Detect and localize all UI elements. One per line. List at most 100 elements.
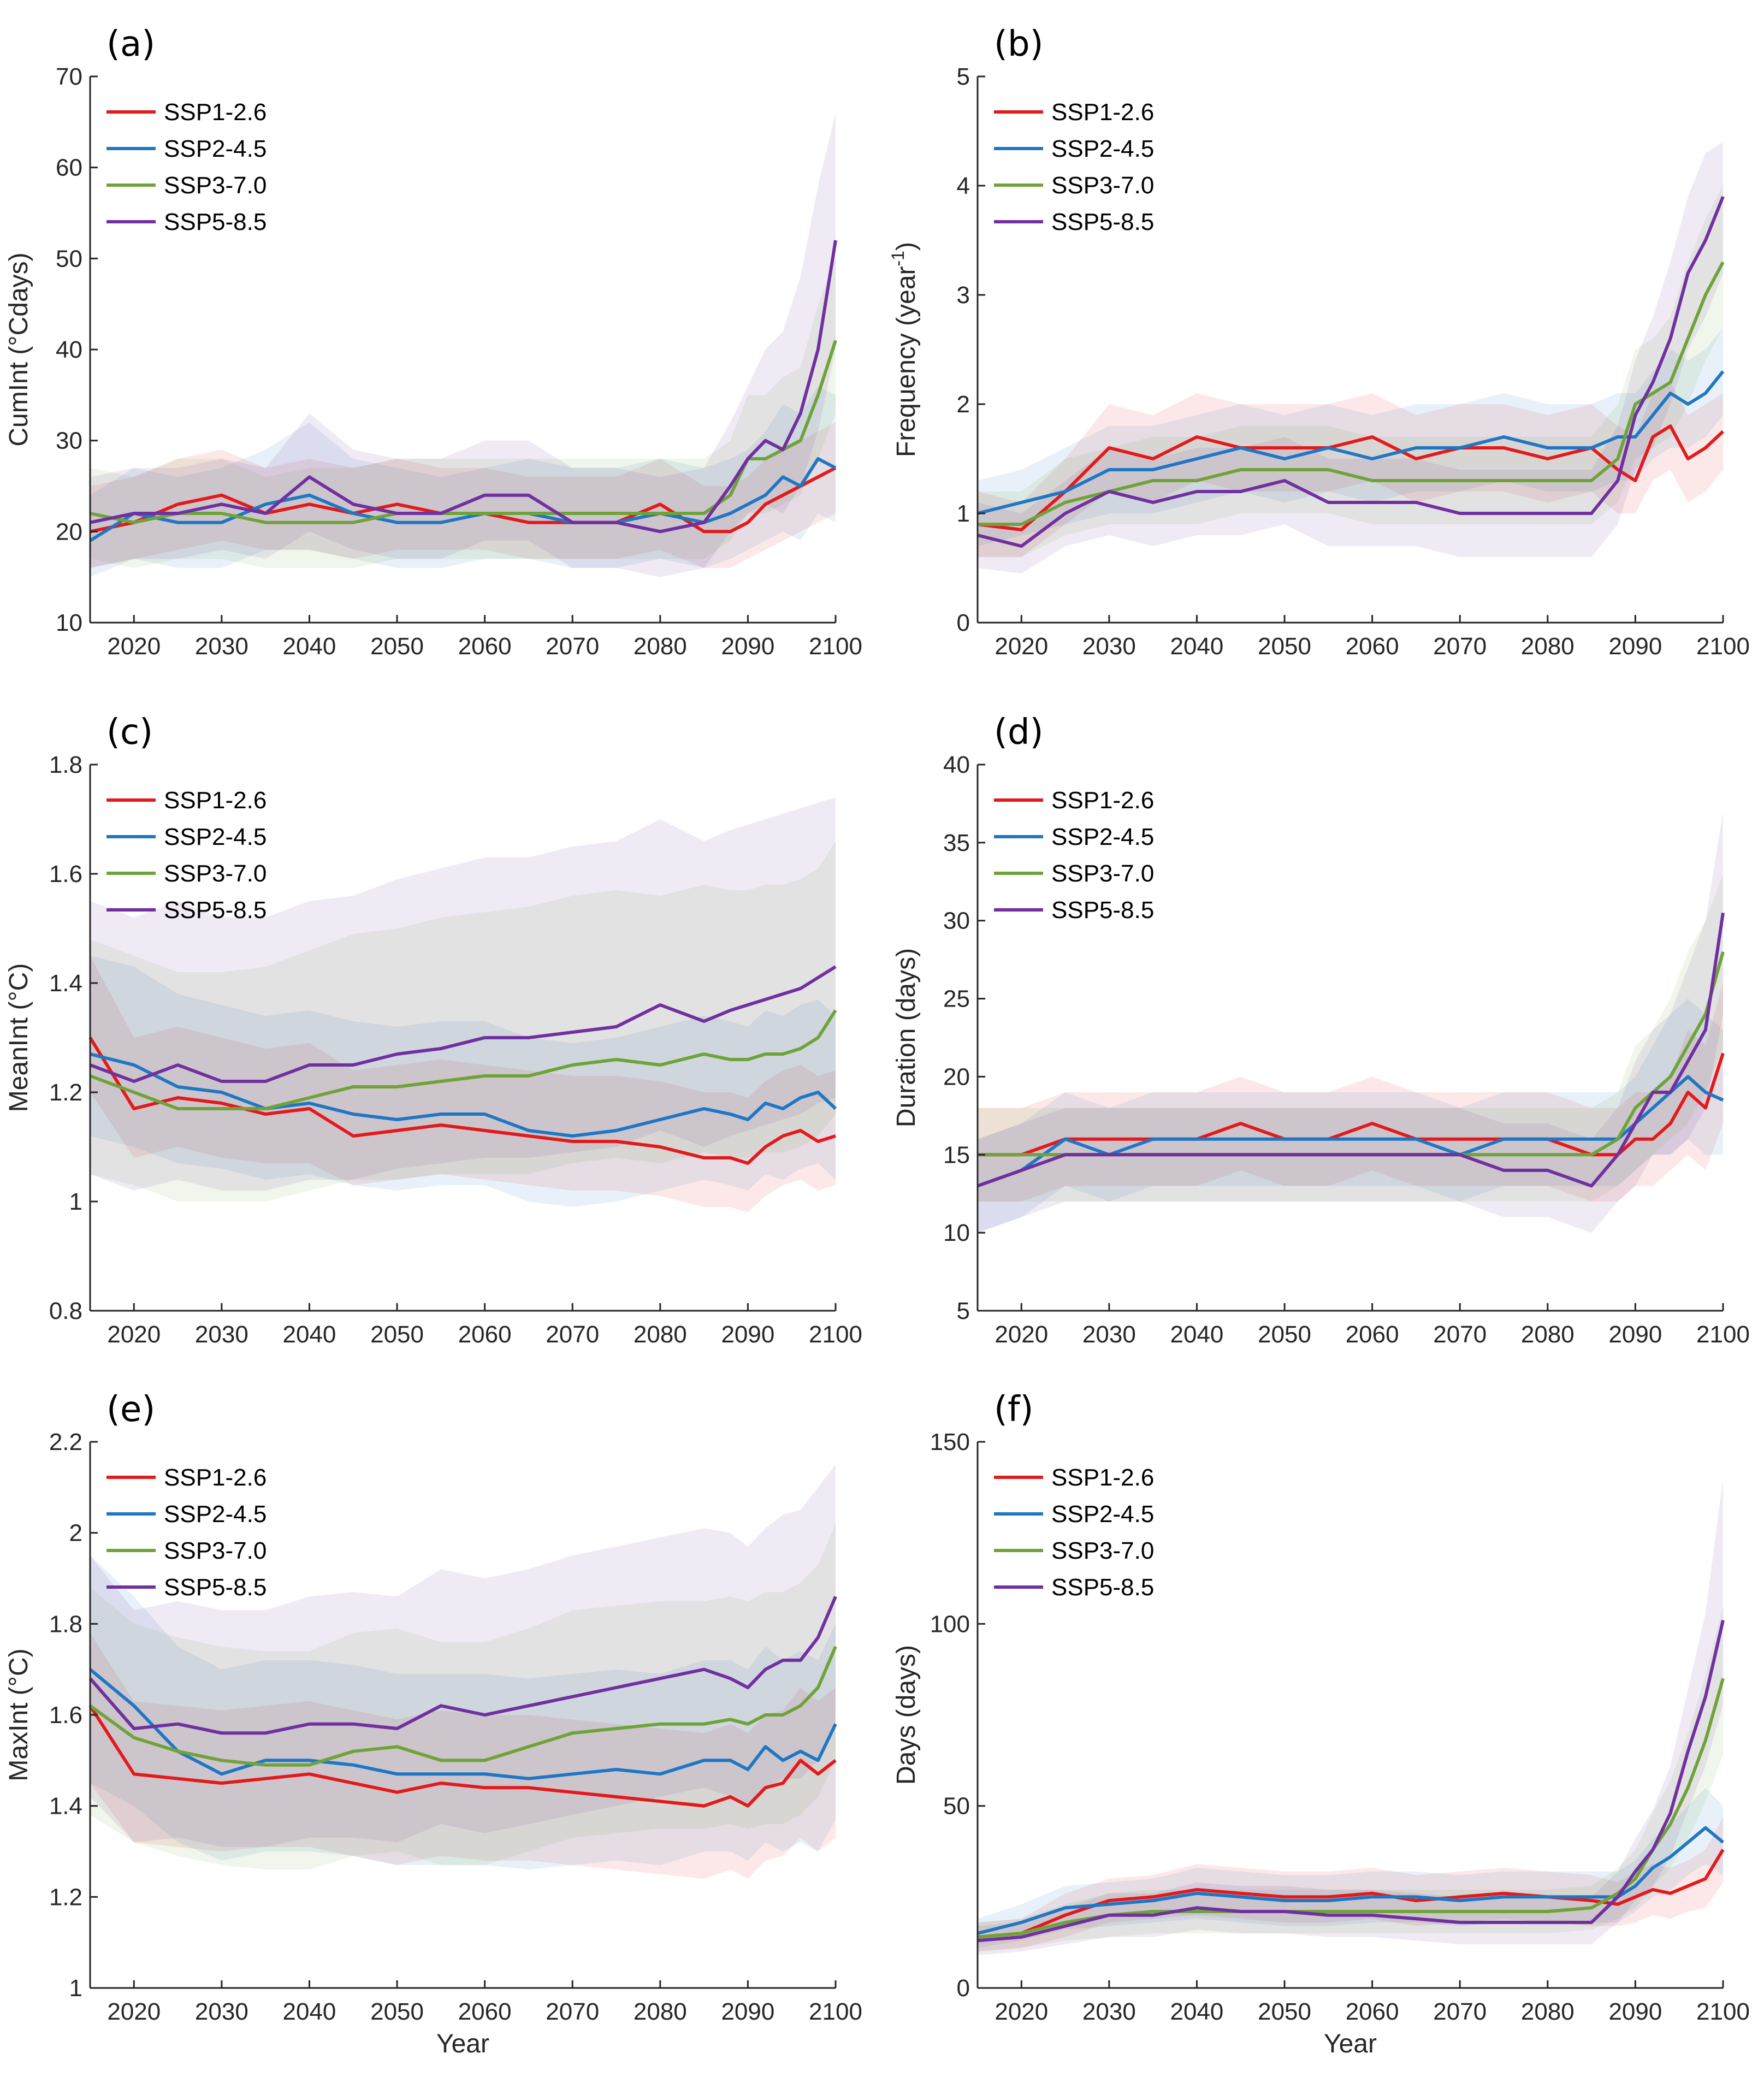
x-tick-label: 2030 — [195, 1321, 248, 1348]
x-tick-label: 2030 — [195, 1998, 248, 2025]
series-line-ssp1-2.6 — [88, 1705, 837, 1808]
x-tick-label: 2020 — [995, 1321, 1048, 1348]
legend-label: SSP2-4.5 — [1051, 824, 1154, 850]
y-axis-label: CumInt (°Cdays) — [4, 252, 33, 446]
legend-label: SSP1-2.6 — [1051, 99, 1154, 126]
legend-label: SSP1-2.6 — [1051, 1464, 1154, 1491]
panel-label: (c) — [106, 712, 153, 753]
series-line-ssp3-7.0 — [977, 1678, 1725, 1939]
x-tick-label: 2040 — [1170, 633, 1224, 660]
x-tick-label: 2050 — [1258, 1998, 1311, 2025]
x-tick-label: 2060 — [458, 633, 512, 660]
x-tick-label: 2040 — [1170, 1321, 1224, 1348]
legend-label: SSP5-8.5 — [1051, 897, 1154, 924]
legend-label: SSP3-7.0 — [1051, 1537, 1154, 1564]
x-tick-label: 2090 — [721, 1998, 774, 2025]
legend-label: SSP3-7.0 — [164, 860, 267, 887]
x-tick-label: 2040 — [283, 1321, 336, 1348]
y-tick-label: 35 — [943, 830, 970, 856]
panel-c: 0.8 1 1.2 1.4 1.6 1.8 2020 2030 2040 2050 2060 2070… — [4, 712, 862, 1348]
y-tick-label: 1.6 — [49, 861, 82, 887]
y-tick-label: 1.4 — [49, 1793, 82, 1820]
x-tick-label: 2100 — [809, 1998, 862, 2025]
legend-label: SSP3-7.0 — [164, 172, 267, 199]
y-tick-label: 50 — [56, 245, 82, 272]
series-line-ssp5-8.5 — [88, 1596, 837, 1735]
x-tick-label: 2040 — [283, 1998, 336, 2025]
y-tick-label: 5 — [957, 63, 970, 90]
y-tick-label: 1.8 — [49, 1611, 82, 1637]
y-tick-label: 40 — [943, 751, 970, 778]
band-ssp1-2.6 — [90, 422, 836, 568]
y-tick-label: 0.8 — [49, 1298, 82, 1324]
panel-b: 0 1 2 3 4 5 2020 2030 2040 2050 2060 2070 2080 2090 21… — [888, 24, 1750, 660]
x-tick-label: 2090 — [721, 1321, 774, 1348]
legend-label: SSP2-4.5 — [164, 1501, 267, 1528]
band-ssp5-8.5 — [90, 1464, 836, 1847]
band-ssp3-7.0 — [978, 1606, 1723, 1952]
x-tick-label: 2050 — [370, 1321, 424, 1348]
x-tick-label: 2020 — [995, 1998, 1048, 2025]
y-tick-label: 1 — [957, 500, 970, 527]
series-line-ssp2-4.5 — [977, 1826, 1724, 1935]
panel-e: 1 1.2 1.4 1.6 1.8 2 2.2 2020 2030 2040 2050 2060 207… — [4, 1389, 862, 2058]
series-line-ssp3-7.0 — [978, 261, 1725, 526]
band-ssp3-7.0 — [90, 1524, 836, 1870]
x-tick-label: 2060 — [458, 1998, 512, 2025]
y-tick-label: 1 — [69, 1188, 82, 1215]
panel-label: (f) — [994, 1389, 1033, 1430]
x-tick-label: 2100 — [809, 633, 862, 660]
y-tick-label: 1.4 — [49, 970, 82, 997]
y-tick-label: 1.2 — [49, 1079, 82, 1106]
series-line-ssp1-2.6 — [977, 424, 1725, 531]
series-line-ssp2-4.5 — [89, 1668, 837, 1780]
x-tick-label: 2090 — [1608, 633, 1662, 660]
x-tick-label: 2100 — [1696, 633, 1750, 660]
legend-label: SSP5-8.5 — [1051, 209, 1154, 235]
y-tick-label: 1 — [69, 1975, 82, 2002]
legend-label: SSP1-2.6 — [1051, 787, 1154, 814]
band-ssp5-8.5 — [90, 797, 836, 1191]
x-tick-label: 2050 — [1258, 1321, 1311, 1348]
series-line-ssp5-8.5 — [976, 912, 1725, 1188]
x-tick-label: 2080 — [1521, 1998, 1574, 2025]
panel-d: 5 10 15 20 25 30 35 40 2020 2030 2040 2050 2060 2070 2… — [892, 712, 1750, 1348]
panel-label: (b) — [994, 24, 1044, 64]
series-line-ssp2-4.5 — [90, 1052, 837, 1138]
legend-label: SSP2-4.5 — [1051, 135, 1154, 162]
x-tick-label: 2050 — [370, 1998, 424, 2025]
x-tick-label: 2070 — [546, 1321, 599, 1348]
x-axis-label: Year — [1324, 2029, 1377, 2058]
band-ssp2-4.5 — [978, 328, 1723, 546]
x-tick-label: 2070 — [1433, 1998, 1487, 2025]
x-tick-label: 2090 — [1608, 1321, 1662, 1348]
y-tick-label: 15 — [943, 1141, 970, 1168]
x-tick-label: 2060 — [458, 1321, 512, 1348]
legend-label: SSP1-2.6 — [164, 99, 267, 126]
x-tick-label: 2060 — [1346, 633, 1399, 660]
band-ssp1-2.6 — [90, 1633, 836, 1879]
x-tick-label: 2040 — [283, 633, 336, 660]
x-tick-label: 2070 — [1433, 1321, 1487, 1348]
x-tick-label: 2050 — [370, 633, 424, 660]
x-tick-label: 2080 — [1521, 1321, 1574, 1348]
legend-label: SSP1-2.6 — [164, 1464, 267, 1491]
y-tick-label: 150 — [930, 1429, 970, 1455]
legend-label: SSP2-4.5 — [164, 824, 267, 850]
series-line-ssp1-2.6 — [978, 1052, 1725, 1157]
series-line-ssp5-8.5 — [89, 965, 837, 1083]
legend-label: SSP3-7.0 — [164, 1537, 267, 1564]
series-line-ssp2-4.5 — [89, 457, 837, 542]
y-tick-label: 50 — [943, 1793, 970, 1820]
band-ssp1-2.6 — [978, 1816, 1723, 1952]
x-tick-label: 2030 — [195, 633, 248, 660]
band-ssp3-7.0 — [90, 258, 836, 568]
legend-label: SSP2-4.5 — [164, 135, 267, 162]
x-tick-label: 2100 — [1696, 1321, 1750, 1348]
legend-label: SSP5-8.5 — [164, 1574, 267, 1601]
y-tick-label: 60 — [56, 155, 82, 181]
y-tick-label: 20 — [943, 1063, 970, 1090]
x-tick-label: 2070 — [546, 633, 599, 660]
panel-label: (e) — [106, 1389, 155, 1430]
